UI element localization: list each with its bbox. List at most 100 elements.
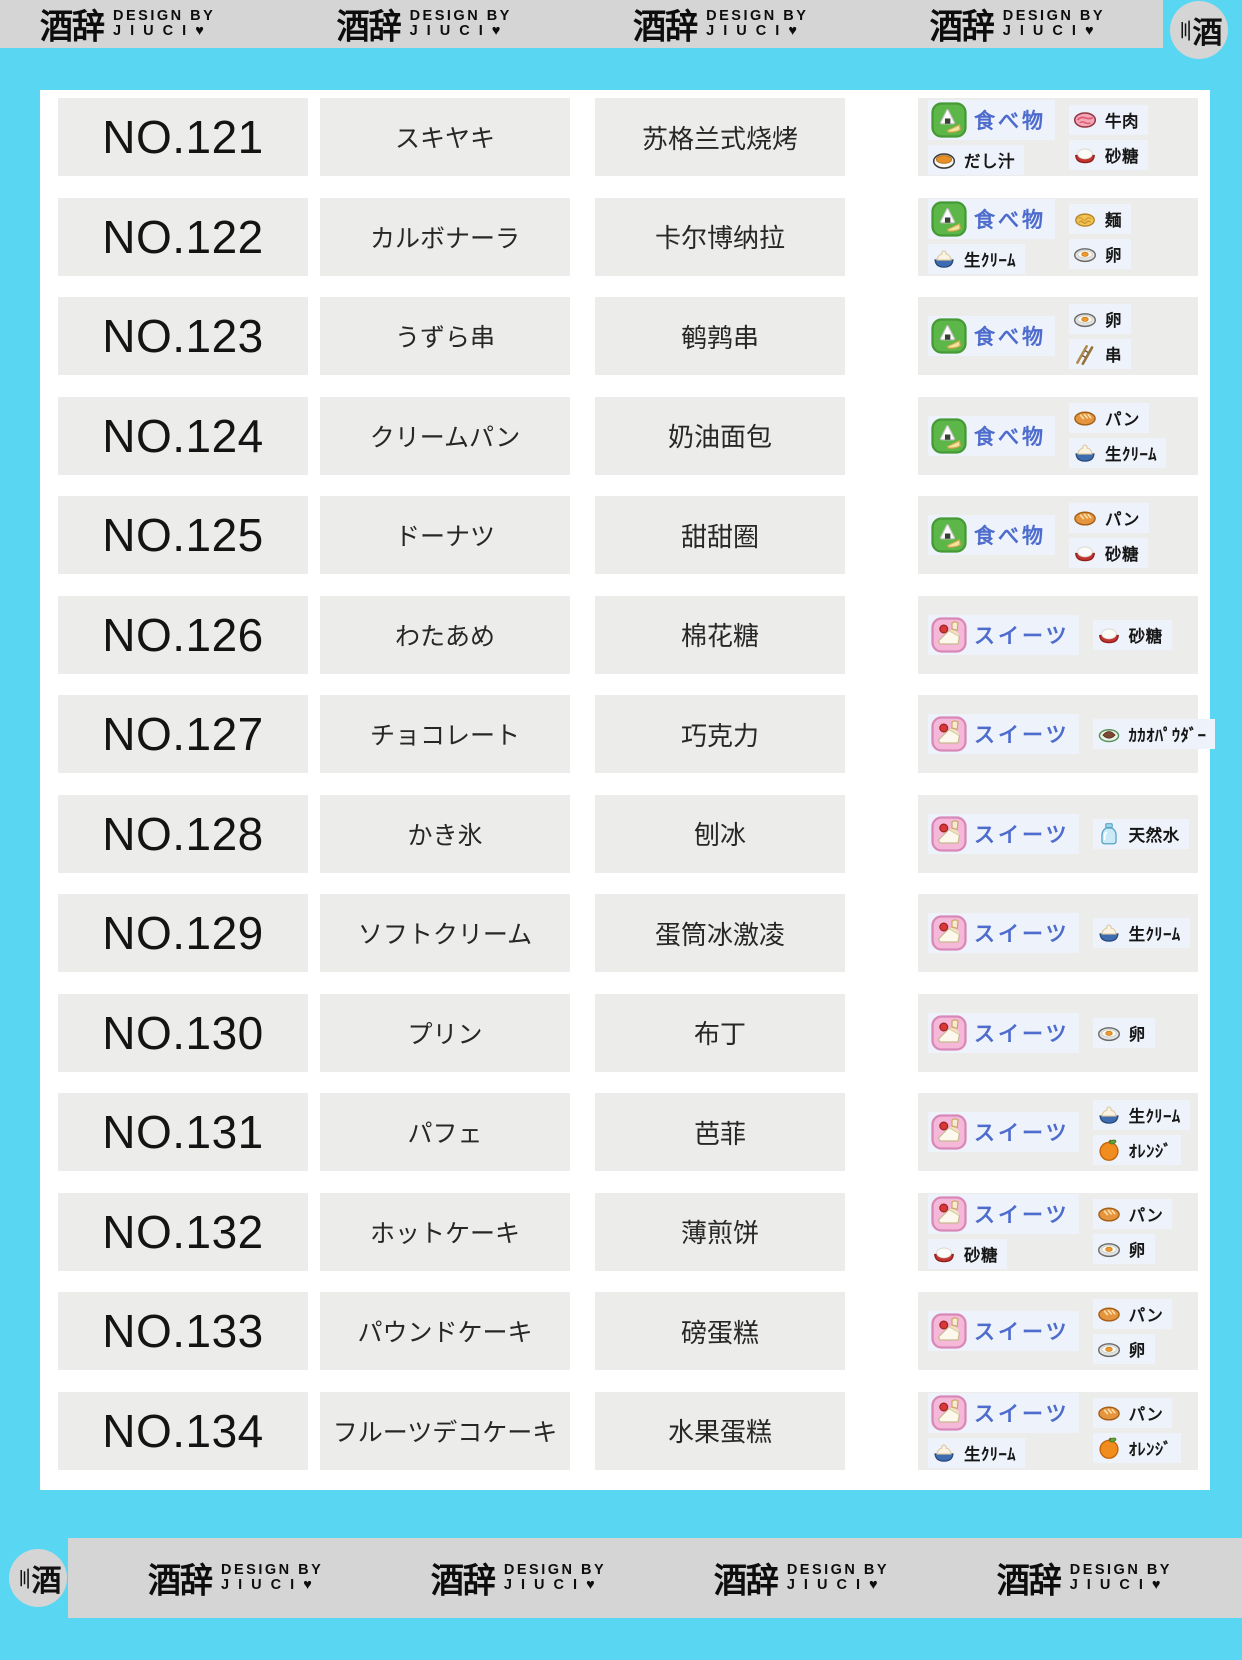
sugar-icon xyxy=(1096,622,1122,648)
brand-subtitle: DESIGN BY J I U C I ♥ xyxy=(787,1563,889,1593)
tag-label: ｵﾚﾝｼﾞ xyxy=(1128,1142,1172,1161)
brand-subtitle: DESIGN BY J I U C I ♥ xyxy=(1070,1563,1172,1593)
recipe-name-jp: かき氷 xyxy=(320,794,570,873)
recipe-tags: スイーツ 砂糖 xyxy=(918,595,1198,674)
tag-ingredient: パン xyxy=(1092,1398,1173,1428)
tag-ingredient: 麺 xyxy=(1069,204,1131,234)
tag-stack-right: パン卵 xyxy=(1092,1298,1173,1364)
tag-label: 生ｸﾘｰﾑ xyxy=(1128,1107,1181,1126)
recipe-tags: スイーツ 天然水 xyxy=(918,794,1198,873)
sweets-icon xyxy=(931,1014,967,1051)
tag-stack-right: 天然水 xyxy=(1092,818,1189,849)
tag-category: スイーツ xyxy=(928,913,1079,953)
recipe-table: NO.121 スキヤキ 苏格兰式烧烤 食べ物 だし汁 牛肉 砂糖 NO.122 カルボナーラ 卡尔… xyxy=(40,90,1216,1491)
tag-label: 砂糖 xyxy=(1105,545,1139,564)
orange-icon xyxy=(1096,1435,1122,1461)
recipe-tags: 食べ物 卵串 xyxy=(918,297,1198,375)
tag-label: 串 xyxy=(1105,346,1122,365)
table-row: NO.131 パフェ 芭菲 スイーツ 生ｸﾘｰﾑ ｵﾚﾝｼﾞ xyxy=(40,1093,1210,1171)
tag-label: ｵﾚﾝｼﾞ xyxy=(1128,1441,1172,1459)
recipe-number: NO.124 xyxy=(58,396,308,475)
tag-ingredient: 卵 xyxy=(1069,239,1131,269)
bread-icon xyxy=(1072,405,1098,431)
sweets-icon xyxy=(931,616,967,653)
egg-icon xyxy=(1072,241,1098,267)
recipe-tags: スイーツ 生ｸﾘｰﾑ xyxy=(918,894,1198,972)
table-row: NO.125 ドーナツ 甜甜圈 食べ物 パン 砂糖 xyxy=(40,496,1210,574)
sugar-icon xyxy=(1072,142,1098,168)
tag-label: 生ｸﾘｰﾑ xyxy=(964,252,1016,270)
tag-stack-left: 食べ物 だし汁 xyxy=(928,99,1055,175)
tag-stack-right: 砂糖 xyxy=(1092,619,1172,650)
tag-stack-right: パン卵 xyxy=(1092,1199,1173,1264)
recipe-name-jp: スキヤキ xyxy=(320,98,570,176)
tag-label: 生ｸﾘｰﾑ xyxy=(964,1446,1016,1464)
sweets-icon xyxy=(931,915,967,951)
tag-label: 食べ物 xyxy=(974,525,1046,548)
brand-jiuci: J I U C I ♥ xyxy=(113,23,207,39)
recipe-tags: 食べ物 生ｸﾘｰﾑ 麺卵 xyxy=(918,197,1198,276)
tag-stack-left: 食べ物 xyxy=(928,316,1055,356)
food-icon xyxy=(931,318,967,354)
cream-icon xyxy=(1096,920,1122,946)
tag-stack-left: 食べ物 生ｸﾘｰﾑ xyxy=(928,199,1055,274)
tag-stack-left: スイーツ xyxy=(928,714,1079,754)
tag-stack-right: 生ｸﾘｰﾑ ｵﾚﾝｼﾞ xyxy=(1092,1099,1190,1165)
cream-icon xyxy=(931,246,957,272)
tag-category: スイーツ xyxy=(928,1012,1079,1053)
seal-char: 酒 xyxy=(1192,17,1223,50)
brand-watermark: 酒辞 DESIGN BY J I U C I ♥ xyxy=(148,1554,323,1602)
recipe-tags: 食べ物 だし汁 牛肉 砂糖 xyxy=(918,98,1198,176)
noodles-icon xyxy=(1072,206,1098,232)
brand-design-by: DESIGN BY xyxy=(503,1562,607,1579)
seal-wave-icon: 〣 xyxy=(18,1567,31,1592)
tag-category: スイーツ xyxy=(928,614,1079,655)
tag-category: スイーツ xyxy=(928,813,1079,854)
tag-label: パン xyxy=(1128,1207,1164,1225)
tag-label: 天然水 xyxy=(1128,826,1180,845)
recipe-number: NO.127 xyxy=(58,695,308,773)
egg-icon xyxy=(1096,1236,1122,1262)
brand-subtitle: DESIGN BY J I U C I ♥ xyxy=(221,1563,323,1593)
brand-jiuci: J I U C I ♥ xyxy=(503,1577,598,1593)
water-icon xyxy=(1096,821,1122,847)
tag-label: 卵 xyxy=(1105,311,1122,330)
tag-label: パン xyxy=(1105,510,1140,529)
recipe-number: NO.121 xyxy=(58,98,308,176)
tag-label: 砂糖 xyxy=(964,1247,998,1265)
brand-watermark: 酒辞 DESIGN BY J I U C I ♥ xyxy=(40,0,215,48)
recipe-name-cn: 磅蛋糕 xyxy=(595,1292,845,1370)
sugar-icon xyxy=(931,1241,957,1267)
tag-label: スイーツ xyxy=(974,724,1070,747)
brand-subtitle: DESIGN BY J I U C I ♥ xyxy=(504,1563,606,1593)
recipe-name-jp: フルーツデコケーキ xyxy=(320,1391,570,1470)
recipe-rows: NO.121 スキヤキ 苏格兰式烧烤 食べ物 だし汁 牛肉 砂糖 NO.122 カルボナーラ 卡尔… xyxy=(40,98,1216,1491)
recipe-name-cn: 甜甜圈 xyxy=(595,496,845,574)
tag-stack-right: 牛肉 砂糖 xyxy=(1069,104,1148,170)
sweets-icon xyxy=(931,815,967,852)
bread-icon xyxy=(1096,1400,1122,1426)
tag-ingredient: 卵 xyxy=(1092,1017,1155,1048)
brand-jiuci: J I U C I ♥ xyxy=(706,23,800,39)
brand-jiuci: J I U C I ♥ xyxy=(1002,23,1097,39)
recipe-tags: スイーツ 砂糖 パン卵 xyxy=(918,1192,1198,1271)
recipe-tags: スイーツ 生ｸﾘｰﾑ パン ｵﾚﾝｼﾞ xyxy=(918,1391,1198,1470)
recipe-name-jp: ソフトクリーム xyxy=(320,894,570,972)
bread-icon xyxy=(1072,505,1098,531)
sweets-icon xyxy=(931,716,967,752)
tag-label: スイーツ xyxy=(974,823,1070,847)
tag-label: ｶｶｵﾊﾟｳﾀﾞｰ xyxy=(1128,727,1207,745)
tag-ingredient: 串 xyxy=(1069,338,1131,369)
recipe-name-cn: 薄煎饼 xyxy=(595,1192,845,1271)
orange-icon xyxy=(1096,1137,1122,1163)
recipe-number: NO.122 xyxy=(58,197,308,276)
tag-ingredient: 砂糖 xyxy=(1092,619,1172,650)
recipe-tags: スイーツ 卵 xyxy=(918,993,1198,1072)
brand-jiuci: J I U C I ♥ xyxy=(1069,1577,1164,1593)
egg-icon xyxy=(1072,306,1098,332)
tag-category: 食べ物 xyxy=(928,415,1055,456)
brand-design-by: DESIGN BY xyxy=(113,8,216,25)
recipe-name-cn: 棉花糖 xyxy=(595,595,845,674)
seal-char: 酒 xyxy=(31,1565,62,1598)
recipe-name-jp: ドーナツ xyxy=(320,496,570,574)
